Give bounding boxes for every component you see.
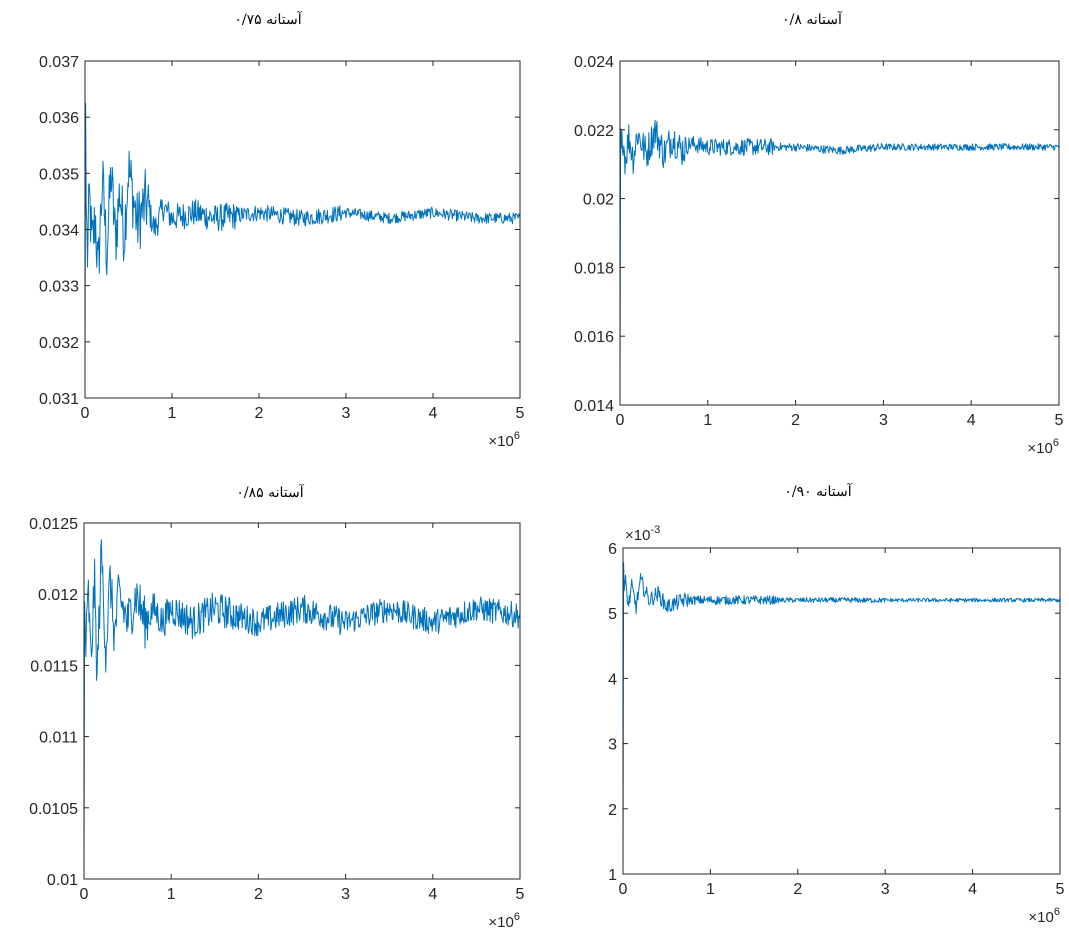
- y-tick-label: 2: [608, 802, 617, 819]
- x-tick-label: 0: [81, 405, 90, 422]
- y-tick-label: 1: [608, 867, 617, 884]
- y-tick-label: 0.02: [583, 192, 614, 209]
- chart-title: آستانه ۰/۸۵: [236, 483, 304, 501]
- y-tick-label: 0.012: [38, 587, 78, 604]
- chart-panel-threshold-080: آستانه ۰/۸ 0 1 2 3 4 5 0.014 0.016 0.018 0.02 0.022…: [574, 10, 1064, 457]
- data-series-line: [84, 103, 521, 365]
- y-tick-label: 5: [608, 606, 617, 623]
- x-tick-label: 5: [1056, 881, 1065, 898]
- y-multiplier-exponent: -3: [650, 524, 660, 536]
- x-axis-multiplier: ×106: [1027, 437, 1059, 457]
- plot-frame: [622, 547, 1061, 875]
- chart-panel-threshold-085: آستانه ۰/۸۵ 0 1 2 3 4 5 0.01 0.0105 0.011 0.0115 0.…: [29, 483, 524, 931]
- y-tick-label: 0.032: [39, 335, 79, 352]
- y-tick-label: 4: [608, 671, 617, 688]
- data-series-line: [622, 562, 1061, 875]
- y-tick-label: 0.031: [39, 391, 79, 408]
- y-tick-label: 0.0115: [30, 658, 78, 675]
- x-tick-label: 0: [80, 886, 89, 903]
- x-tick-label: 5: [1055, 412, 1064, 429]
- y-tick-label: 0.011: [39, 730, 78, 747]
- x-tick-label: 4: [428, 886, 437, 903]
- x-tick-label: 0: [616, 412, 625, 429]
- x-tick-label: 3: [342, 405, 351, 422]
- x-tick-label: 1: [706, 881, 715, 898]
- y-tick-label: 0.033: [39, 279, 79, 296]
- y-axis-multiplier: ×10-3: [625, 524, 660, 544]
- x-axis-multiplier: ×106: [488, 430, 520, 450]
- x-tick-label: 5: [516, 405, 525, 422]
- x-tick-label: 2: [255, 405, 264, 422]
- x-tick-label: 1: [167, 886, 176, 903]
- x-tick-label: 5: [516, 886, 525, 903]
- x-multiplier-exponent: 6: [1053, 437, 1059, 449]
- x-tick-label: 3: [341, 886, 350, 903]
- plot-frame: [619, 60, 1060, 406]
- x-multiplier-base: ×10: [488, 914, 513, 931]
- x-tick-label: 1: [703, 412, 712, 429]
- y-tick-label: 0.018: [574, 260, 614, 277]
- y-tick-label: 0.037: [39, 54, 79, 71]
- y-tick-label: 0.035: [39, 166, 79, 183]
- chart-title: آستانه ۰/۸: [782, 10, 843, 28]
- y-tick-label: 0.022: [574, 123, 614, 140]
- data-series-line: [619, 119, 1060, 406]
- x-tick-label: 4: [968, 881, 977, 898]
- x-tick-label: 2: [793, 881, 802, 898]
- y-tick-label: 3: [608, 737, 617, 754]
- plot-frame: [83, 522, 521, 880]
- chart-title: آستانه ۰/۹۰: [784, 482, 852, 500]
- x-tick-label: 3: [879, 412, 888, 429]
- y-tick-label: 0.01: [47, 872, 78, 889]
- x-multiplier-base: ×10: [1028, 909, 1053, 926]
- chart-title: آستانه ۰/۷۵: [234, 10, 302, 28]
- x-multiplier-exponent: 6: [514, 911, 520, 923]
- y-tick-label: 0.014: [574, 398, 614, 415]
- x-multiplier-base: ×10: [1027, 440, 1052, 457]
- y-tick-label: 0.024: [574, 54, 614, 71]
- x-tick-label: 2: [254, 886, 263, 903]
- x-tick-label: 2: [791, 412, 800, 429]
- x-tick-label: 1: [168, 405, 177, 422]
- x-tick-label: 0: [619, 881, 628, 898]
- x-multiplier-base: ×10: [488, 433, 513, 450]
- x-multiplier-exponent: 6: [514, 430, 520, 442]
- y-tick-label: 0.036: [39, 110, 79, 127]
- x-tick-label: 4: [429, 405, 438, 422]
- y-tick-label: 0.0105: [29, 801, 78, 818]
- y-tick-label: 6: [608, 541, 617, 558]
- y-tick-label: 0.034: [39, 223, 79, 240]
- x-tick-label: 3: [881, 881, 890, 898]
- x-axis-multiplier: ×106: [1028, 906, 1060, 926]
- y-multiplier-base: ×10: [625, 527, 650, 544]
- x-multiplier-exponent: 6: [1054, 906, 1060, 918]
- plot-frame: [84, 60, 521, 399]
- data-series-line: [83, 539, 521, 880]
- x-tick-label: 4: [967, 412, 976, 429]
- x-axis-multiplier: ×106: [488, 911, 520, 931]
- chart-panel-threshold-075: آستانه ۰/۷۵ 0 1 2 3 4 5 0.031 0.032 0.033 0.034 0.0…: [39, 10, 525, 450]
- y-tick-label: 0.016: [574, 329, 614, 346]
- y-tick-label: 0.0125: [29, 516, 78, 533]
